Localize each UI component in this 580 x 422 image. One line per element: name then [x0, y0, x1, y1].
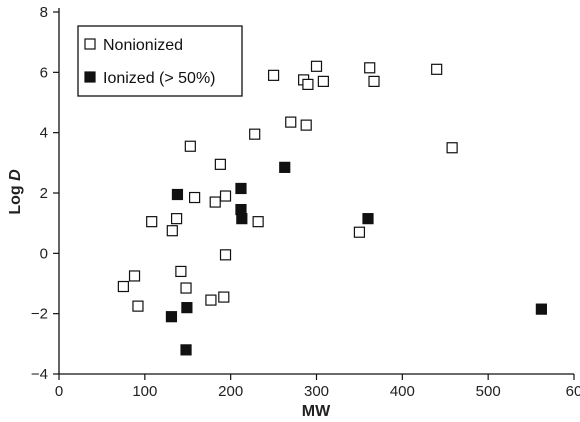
legend: Nonionized Ionized (> 50%): [77, 25, 243, 97]
ionized-point: [362, 213, 374, 225]
nonionized-point: [166, 225, 178, 237]
x-tick-label: 100: [132, 383, 157, 400]
y-tick-label: −2: [31, 306, 48, 323]
y-axis-title-prefix: Log: [7, 181, 24, 215]
legend-nonionized-label: Nonionized: [103, 37, 183, 54]
nonionized-point: [364, 62, 376, 74]
nonionized-point: [214, 158, 226, 170]
x-tick-label: 60: [566, 383, 580, 400]
nonionized-point: [300, 119, 312, 131]
x-tick-label: 300: [304, 383, 329, 400]
x-axis-title: MW: [302, 403, 331, 420]
nonionized-point: [249, 128, 261, 140]
nonionized-point: [189, 191, 201, 204]
ionized-point: [171, 188, 184, 201]
nonionized-point: [146, 216, 158, 228]
y-tick-label: 6: [40, 64, 48, 81]
ionized-point: [279, 161, 291, 173]
nonionized-point: [117, 280, 129, 293]
x-tick-label: 500: [476, 383, 501, 400]
ionized-point: [181, 302, 193, 314]
legend-ionized-marker: [84, 71, 96, 83]
nonionized-point: [184, 140, 196, 152]
nonionized-point: [170, 213, 183, 225]
ionized-point: [236, 213, 248, 225]
nonionized-point: [209, 196, 221, 208]
x-tick-label: 200: [218, 383, 243, 400]
nonionized-point: [219, 190, 232, 202]
nonionized-point: [353, 226, 366, 238]
nonionized-point: [128, 270, 141, 282]
y-tick-label: 2: [40, 185, 48, 202]
nonionized-point: [180, 282, 192, 294]
x-tick-label: 0: [55, 383, 63, 400]
ionized-point: [235, 182, 247, 195]
ionized-point: [535, 303, 547, 315]
nonionized-point: [175, 265, 187, 278]
y-tick-label: 0: [40, 245, 48, 262]
nonionized-point: [132, 300, 144, 312]
y-tick-label: 8: [40, 4, 48, 21]
nonionized-point: [368, 75, 380, 87]
nonionized-point: [205, 294, 217, 306]
legend-nonionized-marker: [84, 38, 96, 50]
nonionized-point: [302, 78, 314, 91]
legend-ionized-label: Ionized (> 50%): [103, 70, 216, 87]
y-tick-label: 4: [40, 125, 48, 142]
nonionized-point: [218, 291, 230, 303]
ionized-point: [180, 344, 192, 356]
data-points: [117, 60, 547, 356]
x-tick-label: 400: [390, 383, 415, 400]
nonionized-point: [446, 142, 458, 154]
nonionized-point: [285, 116, 297, 128]
ionized-point: [165, 311, 178, 323]
y-axis-title: Log D: [7, 169, 24, 215]
legend-box: [77, 25, 243, 97]
y-tick-label: −4: [31, 366, 48, 383]
nonionized-point: [219, 249, 232, 261]
nonionized-point: [267, 69, 280, 81]
axes: 0 100 200 300 400 500 60 −4 −2 0 2 4 6 8: [31, 4, 580, 400]
nonionized-point: [317, 75, 329, 87]
nonionized-point: [252, 216, 264, 228]
nonionized-point: [431, 63, 443, 75]
nonionized-point: [310, 60, 323, 72]
y-axis-title-variable: D: [7, 169, 24, 181]
